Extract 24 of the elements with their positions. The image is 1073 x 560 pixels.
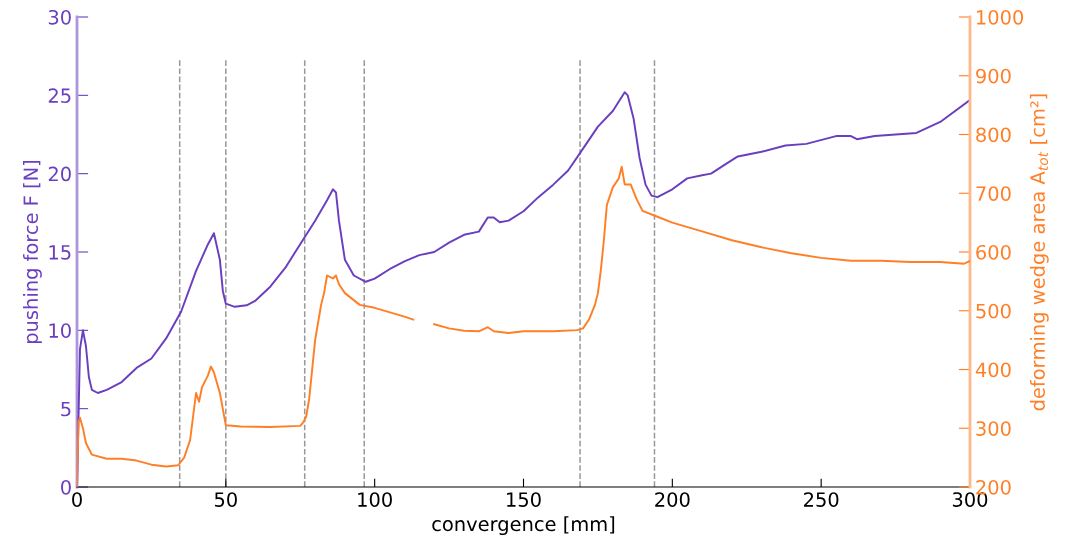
x-tick-label: 100 [358,492,392,507]
y2-axis-title: deforming wedge area A$_{tot}$ [cm²] [1029,94,1049,411]
y-tick-label: 15 [49,245,71,260]
x-tick-label: 200 [655,492,690,507]
y-axis-title: pushing force F [N] [23,160,42,344]
x-tick-label: 0 [72,492,82,507]
y-tick-label: 20 [48,166,71,182]
y2-tick-label: 800 [976,127,1011,143]
x-tick-label: 50 [214,492,237,507]
x-tick-label: 150 [507,492,541,507]
y-tick-label: 30 [48,9,71,25]
y-tick-label: 0 [61,479,71,495]
y2-tick-label: 1000 [977,9,1024,25]
y2-tick-label: 700 [976,186,1011,201]
y-tick-label: 10 [49,323,71,338]
y-tick-label: 5 [61,401,71,417]
x-tick-label: 250 [804,492,839,507]
y2-tick-label: 900 [976,68,1011,84]
y-tick-label: 25 [48,88,71,103]
y2-tick-label: 400 [975,362,1011,378]
y2-tick-label: 600 [976,244,1011,260]
y2-tick-label: 500 [976,303,1011,319]
y2-tick-label: 300 [976,421,1011,436]
x-axis-title: convergence [mm] [432,516,615,536]
